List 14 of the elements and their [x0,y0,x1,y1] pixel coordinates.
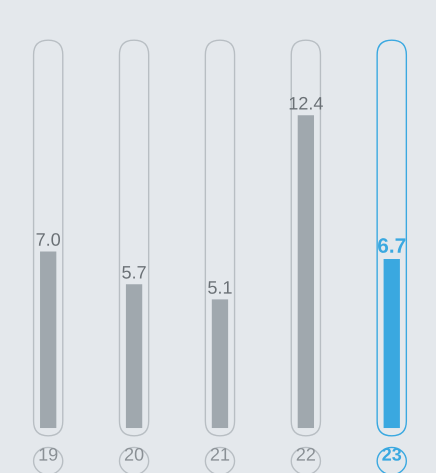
x-tick-label: 20 [124,448,144,461]
bar [212,299,228,428]
data-label: 5.1 [208,281,232,294]
data-label: 6.7 [378,238,406,253]
bar [298,115,314,428]
data-label: 5.7 [122,266,146,279]
x-tick-label: 22 [296,448,315,461]
data-label: 12.4 [290,96,323,110]
data-label: 7.0 [36,233,60,246]
x-tick-label: 19 [40,448,58,461]
bar [384,259,400,428]
bar [40,251,56,428]
x-tick-label: 21 [210,448,230,461]
bar [126,284,142,428]
